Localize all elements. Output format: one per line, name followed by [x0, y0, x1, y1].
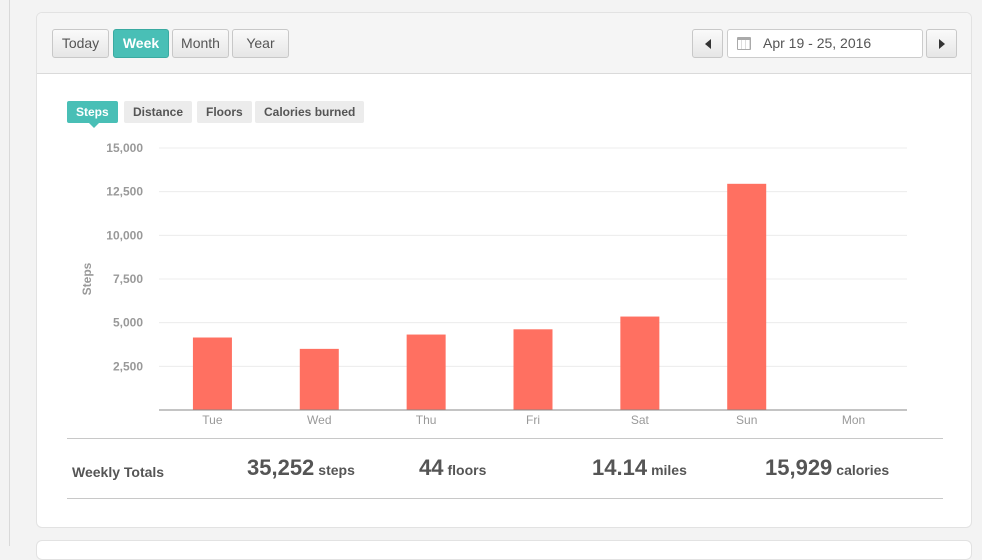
calendar-icon	[737, 37, 751, 50]
y-tick-label: 10,000	[106, 228, 143, 242]
x-tick-label: Sat	[631, 413, 650, 427]
x-tick-label: Mon	[842, 413, 865, 427]
next-card	[36, 540, 972, 560]
chevron-left-icon	[705, 39, 711, 49]
weekly-totals-label: Weekly Totals	[72, 464, 165, 480]
total-floors: 44 floors	[419, 455, 486, 481]
total-calories: 15,929 calories	[765, 455, 889, 481]
tab-steps[interactable]: Steps	[67, 101, 118, 128]
chevron-right-icon	[939, 39, 945, 49]
total-miles: 14.14 miles	[592, 455, 687, 481]
y-tick-label: 2,500	[113, 359, 143, 373]
card-header: Today Week Month Year Apr 19 - 25, 2016	[37, 13, 971, 74]
week-button[interactable]: Week	[113, 29, 169, 58]
total-calories-unit: calories	[836, 462, 890, 478]
x-tick-label: Sun	[736, 413, 757, 427]
total-floors-value: 44	[419, 455, 444, 480]
total-miles-value: 14.14	[592, 455, 648, 480]
totals-bottom-divider	[67, 498, 943, 499]
total-floors-unit: floors	[447, 462, 487, 478]
bar-sun	[727, 183, 767, 410]
x-tick-label: Wed	[307, 413, 331, 427]
total-steps: 35,252 steps	[247, 455, 355, 481]
date-range-picker[interactable]: Apr 19 - 25, 2016	[727, 29, 923, 58]
month-button[interactable]: Month	[172, 29, 229, 58]
y-axis-title: Steps	[80, 262, 94, 295]
bar-wed	[299, 348, 339, 410]
y-tick-label: 5,000	[113, 316, 143, 330]
bar-thu	[406, 334, 446, 410]
year-button[interactable]: Year	[232, 29, 289, 58]
x-tick-label: Thu	[416, 413, 437, 427]
bar-tue	[192, 337, 232, 410]
y-tick-label: 15,000	[106, 141, 143, 155]
left-border	[9, 0, 10, 546]
date-range-text: Apr 19 - 25, 2016	[763, 35, 872, 51]
total-steps-unit: steps	[318, 462, 355, 478]
tab-distance[interactable]: Distance	[124, 101, 193, 123]
totals-top-divider	[67, 438, 943, 439]
next-week-button[interactable]	[926, 29, 957, 58]
total-miles-unit: miles	[651, 462, 687, 478]
tab-calories-burned[interactable]: Calories burned	[255, 101, 365, 123]
total-steps-value: 35,252	[247, 455, 315, 480]
total-calories-value: 15,929	[765, 455, 833, 480]
bar-sat	[620, 316, 660, 410]
y-tick-label: 12,500	[106, 185, 143, 199]
previous-week-button[interactable]	[692, 29, 723, 58]
bar-fri	[513, 329, 553, 410]
today-button[interactable]: Today	[52, 29, 109, 58]
x-tick-label: Tue	[202, 413, 223, 427]
y-tick-label: 7,500	[113, 272, 143, 286]
x-tick-label: Fri	[526, 413, 540, 427]
steps-bar-chart: 2,500 5,000 7,500 10,000 12,500 15,000 Steps Tu…	[80, 141, 907, 427]
tab-floors[interactable]: Floors	[197, 101, 252, 123]
activity-card: Today Week Month Year Apr 19 - 25, 2016 …	[36, 12, 972, 528]
